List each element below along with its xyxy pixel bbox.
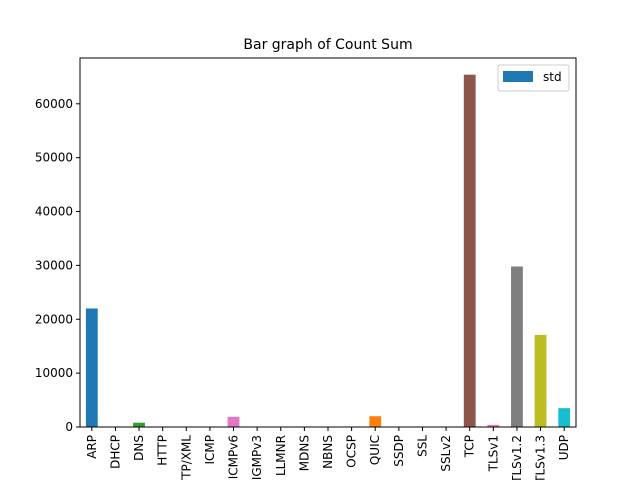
y-tick-label: 40000: [35, 205, 73, 219]
x-tick-label: LLMNR: [274, 435, 288, 476]
bar-dns: [133, 423, 145, 427]
legend-label: std: [543, 70, 562, 84]
plot-frame: [80, 58, 576, 427]
y-tick-label: 60000: [35, 97, 73, 111]
x-tick-label: DHCP: [108, 435, 122, 469]
bar-icmpv6: [228, 417, 240, 427]
x-tick-label: IGMPv3: [250, 435, 264, 480]
x-tick-label: ICMPv6: [227, 435, 241, 479]
x-tick-label: ICMP: [203, 435, 217, 465]
x-tick-label: TLSv1.2: [510, 435, 524, 480]
x-tick-label: QUIC: [368, 435, 382, 465]
x-tick-label: SSDP: [392, 435, 406, 467]
bar-arp: [86, 308, 98, 427]
x-tick-label: DNS: [132, 435, 146, 461]
x-tick-label: MDNS: [297, 435, 311, 471]
legend: std: [498, 65, 569, 91]
bars-group: [86, 75, 570, 427]
bar-tlsv1-2: [511, 266, 523, 427]
y-tick-label: 30000: [35, 258, 73, 272]
x-tick-label: SSL: [415, 435, 429, 457]
x-tick-label: ARP: [85, 435, 99, 459]
x-tick-label: NBNS: [321, 435, 335, 469]
chart-title: Bar graph of Count Sum: [243, 37, 412, 53]
legend-swatch: [503, 71, 533, 82]
x-tick-label: TLSv1.3: [534, 435, 548, 480]
x-tick-label: SSLv2: [439, 435, 453, 472]
bar-quic: [369, 416, 381, 427]
x-tick-label: TCP: [463, 435, 477, 458]
y-tick-label: 50000: [35, 151, 73, 165]
y-tick-label: 10000: [35, 366, 73, 380]
bar-udp: [558, 408, 570, 427]
x-tick-label: OCSP: [345, 435, 359, 468]
x-tick-label: TLSv1: [486, 435, 500, 472]
bar-tlsv1-3: [535, 335, 547, 427]
x-tick-label: HTTP: [156, 435, 170, 466]
x-axis: ARP DHCP DNS HTTP HTTP/XML ICMP ICMPv6 IGMPv3 LL…: [85, 427, 571, 480]
bar-tcp: [464, 75, 476, 427]
y-tick-label: 0: [65, 420, 73, 434]
y-tick-label: 20000: [35, 312, 73, 326]
x-tick-label: HTTP/XML: [179, 435, 193, 480]
y-axis: 0 10000 20000 30000 40000 50000 60000: [35, 97, 80, 434]
x-tick-label: UDP: [557, 435, 571, 460]
